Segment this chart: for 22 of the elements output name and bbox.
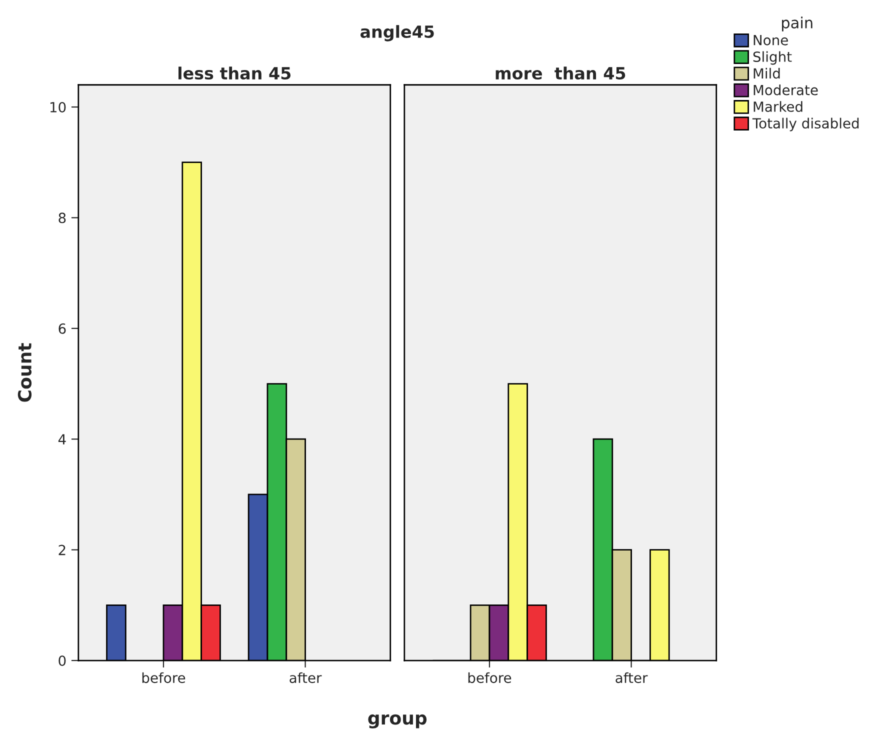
legend-label: None <box>754 35 788 46</box>
y-tick-label: 8 <box>58 212 66 224</box>
legend-label: Marked <box>754 101 802 112</box>
chart-title: less than 45 <box>178 66 291 80</box>
y-tick-label: 4 <box>58 434 66 444</box>
legend-label: Mild <box>754 68 780 79</box>
x-axis-title: group <box>368 714 427 728</box>
x-tick-label: before <box>142 672 186 684</box>
legend-label: Totally disabled <box>752 118 859 132</box>
legend-label: Slight <box>753 51 792 65</box>
chart-title: more than 45 <box>496 66 626 80</box>
text: angle45 <box>360 25 434 42</box>
legend-title: pain <box>782 16 812 32</box>
y-axis-title: Count <box>18 343 32 402</box>
legend-label: Moderate <box>754 84 818 96</box>
y-tick-label: 0 <box>58 655 66 666</box>
x-tick-label: after <box>290 672 322 684</box>
y-tick-label: 10 <box>50 102 66 112</box>
y-tick-label: 6 <box>58 323 66 334</box>
x-tick-label: before <box>468 672 512 684</box>
y-tick-label: 2 <box>58 544 66 556</box>
x-tick-label: after <box>616 672 648 684</box>
